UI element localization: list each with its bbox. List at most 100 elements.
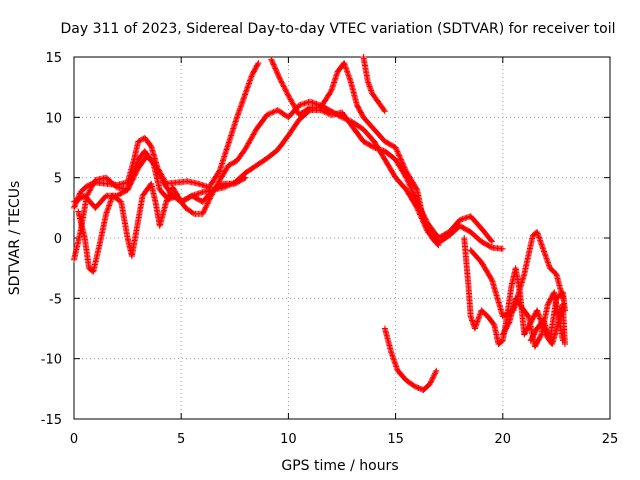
data-point [282,87,289,94]
data-point [159,178,166,185]
data-point [269,109,276,116]
data-point [203,201,210,208]
data-point [369,143,376,150]
y-axis-label: SDTVAR / TECUs [7,181,23,296]
data-point [381,107,388,114]
data-point [270,61,277,68]
y-tick-label: 5 [54,172,62,187]
data-point [286,93,293,100]
data-point [278,78,285,85]
data-point [265,111,272,118]
data-point [137,137,144,144]
data-point [433,367,440,374]
data-point [400,161,407,168]
data-point [429,375,436,382]
data-point [559,295,566,302]
data-point [402,165,409,172]
data-point [279,80,286,87]
data-point [276,75,283,82]
data-point [321,108,328,115]
data-point [156,171,163,178]
data-point [396,153,403,160]
data-point [200,209,207,216]
series-track-7 [381,325,440,394]
data-series [71,54,568,394]
data-point [280,82,287,89]
data-point [428,377,435,384]
data-point [426,381,433,388]
data-point [244,141,251,148]
data-point [153,163,160,170]
data-point [154,166,161,173]
data-point [263,111,270,118]
data-point [288,97,295,104]
data-point [422,220,429,227]
data-point [487,243,494,250]
data-point [401,164,408,171]
data-point [277,77,284,84]
x-tick-label: 10 [280,432,297,447]
data-point [425,228,432,235]
data-point [245,140,252,147]
data-point [205,197,212,204]
data-point [421,219,428,226]
data-point [165,193,172,200]
data-point [219,181,226,188]
data-point [249,132,256,139]
data-point [164,194,171,201]
data-point [126,182,133,189]
data-point [268,57,275,64]
series-track-5 [75,174,249,275]
data-point [286,95,293,102]
data-point [130,175,137,182]
data-point [305,105,312,112]
data-point [280,83,287,90]
data-point [422,222,429,229]
data-point [291,102,298,109]
data-point [129,177,136,184]
data-point [413,185,420,192]
data-point [86,187,93,194]
data-point [489,238,496,245]
data-point [152,162,159,169]
data-point [561,307,568,314]
data-point [167,189,174,196]
data-point [432,370,439,377]
data-point [405,180,412,187]
data-point [276,74,283,81]
data-point [285,92,292,99]
data-point [505,320,512,327]
data-point [289,100,296,107]
data-point [85,190,92,197]
data-point [293,108,300,115]
data-point [200,208,207,215]
data-point [273,67,280,74]
data-point [71,203,78,210]
data-point [393,147,400,154]
data-point [408,186,415,193]
data-point [499,245,506,252]
data-point [125,185,132,192]
data-point [155,169,162,176]
data-point [421,218,428,225]
data-point [251,128,258,135]
data-point [131,172,138,179]
data-point [561,341,568,348]
data-point [88,183,95,190]
data-point [406,181,413,188]
data-point [269,58,276,65]
data-point [434,241,441,248]
data-point [408,185,415,192]
data-point [327,88,334,95]
data-point [559,337,566,344]
data-point [424,224,431,231]
data-point [426,229,433,236]
data-point [163,197,170,204]
y-tick-label: -5 [49,292,62,307]
data-point [324,110,331,117]
data-point [91,179,98,186]
data-point [189,210,196,217]
x-tick-label: 15 [387,432,404,447]
x-tick-label: 20 [495,432,512,447]
